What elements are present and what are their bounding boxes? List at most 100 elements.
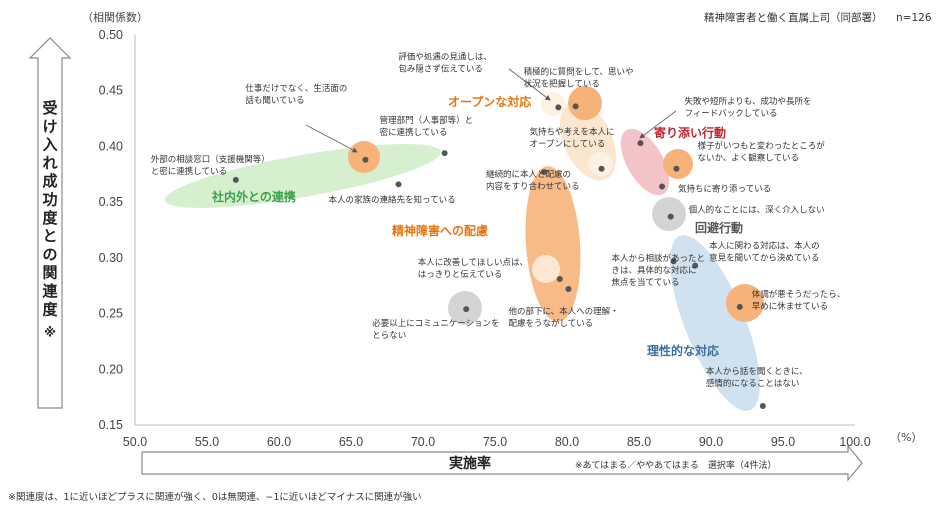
point-label: 本人の家族の連絡先を知っている xyxy=(329,194,456,205)
group-label-shanaigai: 社内外との連携 xyxy=(211,189,296,204)
highlight-kaizen xyxy=(532,255,560,283)
header-sample: n=126 xyxy=(896,12,932,24)
x-axis-note: ※あてはまる／ややあてはまる 選択率（4件法） xyxy=(575,459,777,471)
data-point xyxy=(673,165,680,172)
x-tick-label: 95.0 xyxy=(771,435,795,449)
point-label: 体調が悪そうだったら、早めに休ませている xyxy=(752,289,846,312)
x-tick-label: 80.0 xyxy=(555,435,579,449)
data-point xyxy=(565,286,572,293)
group-label-open: オープンな対応 xyxy=(448,94,531,109)
point-labels: 外部の相談窓口（支援機関等）と密に連携している 仕事だけでなく、生活面の話も聞いて… xyxy=(151,51,846,389)
region-hairyo xyxy=(525,166,581,322)
region-yorisoi xyxy=(620,128,670,196)
point-label: 評価や処遇の見通しは、包み隠さず伝えている xyxy=(398,51,492,74)
y-axis-title-char: け xyxy=(42,117,57,135)
y-axis-title-char: と xyxy=(42,227,57,245)
point-label: 継続的に本人と配慮の内容をすり合わせている xyxy=(486,169,580,192)
y-tick-label: 0.40 xyxy=(99,139,123,153)
data-point xyxy=(395,181,402,188)
data-point xyxy=(667,213,674,220)
y-ticks: 0.15 0.20 0.25 0.30 0.35 0.40 0.45 0.50 xyxy=(99,28,123,432)
highlight-kainyu xyxy=(652,197,686,231)
data-point xyxy=(540,169,547,176)
leader-feedback xyxy=(639,110,677,139)
y-unit-label: （相関係数） xyxy=(82,11,148,24)
y-tick-label: 0.45 xyxy=(99,84,123,98)
point-label: 外部の相談窓口（支援機関等）と密に連携している xyxy=(151,154,270,177)
group-label-yorisoi: 寄り添い行動 xyxy=(654,125,726,140)
y-axis-title-char: の xyxy=(42,245,57,263)
highlight-seikatsu xyxy=(348,141,380,173)
x-axis-title: 実施率 xyxy=(449,455,491,472)
y-axis-title-char: 度 xyxy=(42,209,58,227)
x-axis-title-arrow xyxy=(141,444,863,482)
data-point xyxy=(463,306,470,313)
highlight-taicho xyxy=(726,284,764,322)
y-axis-title-char: 連 xyxy=(42,282,58,300)
data-point xyxy=(637,140,644,147)
data-point xyxy=(659,183,666,190)
y-axis-title-char: ※ xyxy=(44,326,56,340)
y-tick-label: 0.20 xyxy=(99,362,123,376)
point-label: 気持ちや考えを本人にオープンにしている xyxy=(530,127,615,150)
y-axis-title-char: 度 xyxy=(42,300,58,318)
footnote: ※関連度は、1に近いほどプラスに関連が強く、0は無関連、−1に近いほどマイナスに… xyxy=(8,491,422,503)
x-tick-label: 100.0 xyxy=(839,435,870,449)
point-label: 積極的に質問をして、思いや状況を把握している xyxy=(524,66,634,89)
x-unit-label: （%） xyxy=(890,431,922,444)
data-point xyxy=(759,403,766,410)
y-axis-title-char: れ xyxy=(42,154,57,172)
y-axis-title-char: 関 xyxy=(42,264,57,282)
y-axis-title-arrow xyxy=(28,37,72,409)
y-tick-label: 0.30 xyxy=(99,251,123,265)
x-tick-label: 90.0 xyxy=(699,435,723,449)
data-point xyxy=(556,276,563,283)
y-tick-label: 0.35 xyxy=(99,195,123,209)
leader-seikatsu xyxy=(305,124,358,153)
group-label-kaihi: 回避行動 xyxy=(695,220,743,235)
point-label: 仕事だけでなく、生活面の話も聞いている xyxy=(245,83,347,106)
point-label: 他の部下に、本人への理解・配慮をうながしている xyxy=(508,306,618,329)
point-label: 気持ちに寄り添っている xyxy=(678,184,771,195)
point-label: 必要以上にコミュニケーションをとらない xyxy=(372,318,499,341)
x-tick-label: 75.0 xyxy=(483,435,507,449)
y-tick-label: 0.25 xyxy=(99,307,123,321)
x-ticks: 50.0 55.0 60.0 65.0 70.0 75.0 80.0 85.0 90.0 95.0… xyxy=(123,435,871,449)
region-risei xyxy=(670,235,760,411)
y-axis-title-char: 受 xyxy=(42,99,57,117)
y-axis-title-char: 功 xyxy=(42,191,57,209)
header-subtitle: 精神障害者と働く直属上司（同部署） xyxy=(704,11,883,24)
point-label: 本人に関わる対応は、本人の意見を聞いてから決めている xyxy=(709,241,820,264)
group-label-risei: 理性的な対応 xyxy=(647,343,719,358)
data-point xyxy=(362,156,369,163)
data-point xyxy=(670,258,677,265)
highlight-kansatsu xyxy=(663,149,693,179)
x-tick-label: 65.0 xyxy=(339,435,363,449)
point-label: 管理部門（人事部等）と密に連携している xyxy=(380,115,474,138)
x-tick-label: 50.0 xyxy=(123,435,147,449)
data-points xyxy=(232,103,766,410)
point-label: 本人から相談があったときは、具体的な対応に焦点を当てている xyxy=(612,253,706,288)
y-tick-label: 0.15 xyxy=(99,418,123,432)
data-point xyxy=(598,165,605,172)
x-tick-label: 55.0 xyxy=(195,435,219,449)
y-axis-title-char: 入 xyxy=(42,136,57,154)
data-point xyxy=(555,104,562,111)
point-label: 個人的なことには、深く介入しない xyxy=(689,205,825,216)
highlight-shitsumon xyxy=(568,86,602,120)
data-point xyxy=(692,262,699,269)
y-tick-label: 0.50 xyxy=(99,28,123,42)
data-point xyxy=(441,150,448,157)
data-point xyxy=(572,103,579,110)
highlight-kimochi-open xyxy=(589,152,613,176)
x-tick-label: 70.0 xyxy=(411,435,435,449)
leader-hyoka xyxy=(508,68,551,101)
x-tick-label: 60.0 xyxy=(267,435,291,449)
data-point xyxy=(736,303,743,310)
group-label-hairyo: 精神障害への配慮 xyxy=(392,223,488,238)
point-label: 様子がいつもと変わったところがないか、よく観察している xyxy=(697,141,825,164)
point-label: 本人から話を聞くときに、感情的になることはない xyxy=(706,366,808,389)
data-point xyxy=(232,176,239,183)
